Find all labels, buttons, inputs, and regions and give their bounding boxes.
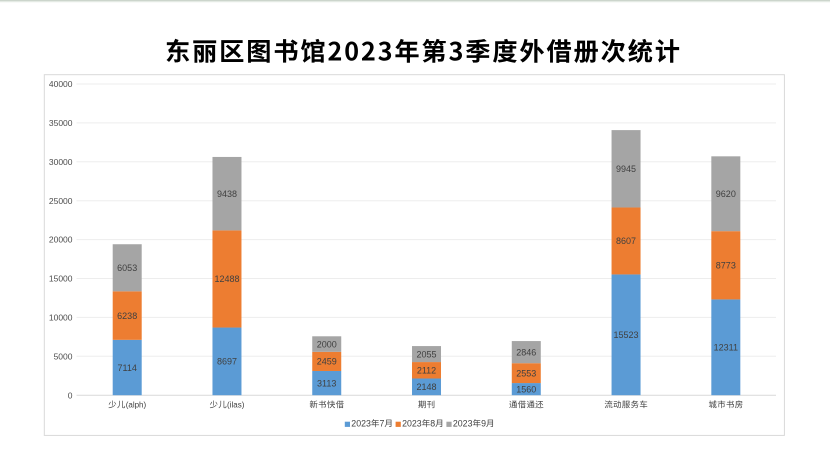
svg-text:9438: 9438 bbox=[217, 189, 237, 199]
svg-text:9945: 9945 bbox=[616, 164, 636, 174]
svg-text:8: 8 bbox=[430, 418, 435, 428]
svg-text:6238: 6238 bbox=[117, 311, 137, 321]
svg-text:8697: 8697 bbox=[217, 357, 237, 367]
svg-text:1560: 1560 bbox=[516, 384, 536, 394]
svg-text:9: 9 bbox=[481, 418, 486, 428]
svg-text:30000: 30000 bbox=[49, 157, 73, 167]
svg-text:9620: 9620 bbox=[716, 189, 736, 199]
svg-text:7: 7 bbox=[379, 418, 384, 428]
svg-text:12488: 12488 bbox=[214, 274, 239, 284]
svg-text:2459: 2459 bbox=[317, 357, 337, 367]
svg-text:2148: 2148 bbox=[416, 382, 436, 392]
svg-text:0: 0 bbox=[68, 390, 73, 400]
svg-text:8773: 8773 bbox=[716, 261, 736, 271]
svg-text:2023: 2023 bbox=[453, 418, 473, 428]
svg-text:2055: 2055 bbox=[416, 349, 436, 359]
svg-text:(ilas): (ilas) bbox=[227, 401, 245, 410]
svg-text:2553: 2553 bbox=[516, 368, 536, 378]
svg-text:7114: 7114 bbox=[118, 363, 137, 373]
svg-text:5000: 5000 bbox=[54, 351, 73, 361]
svg-text:3113: 3113 bbox=[317, 378, 336, 388]
svg-text:35000: 35000 bbox=[49, 118, 73, 128]
svg-text:2000: 2000 bbox=[317, 339, 337, 349]
svg-text:12311: 12311 bbox=[714, 343, 738, 353]
svg-text:(alph): (alph) bbox=[126, 401, 147, 410]
svg-text:10000: 10000 bbox=[49, 312, 73, 322]
svg-text:15000: 15000 bbox=[49, 274, 73, 284]
svg-text:8607: 8607 bbox=[616, 236, 636, 246]
svg-text:2112: 2112 bbox=[417, 366, 436, 376]
svg-text:15523: 15523 bbox=[614, 330, 639, 340]
svg-text:2846: 2846 bbox=[516, 347, 536, 357]
svg-text:2023: 2023 bbox=[351, 418, 371, 428]
svg-text:2023: 2023 bbox=[402, 418, 422, 428]
svg-text:40000: 40000 bbox=[49, 79, 73, 89]
svg-text:20000: 20000 bbox=[49, 235, 73, 245]
svg-text:6053: 6053 bbox=[117, 263, 137, 273]
svg-text:25000: 25000 bbox=[49, 196, 73, 206]
